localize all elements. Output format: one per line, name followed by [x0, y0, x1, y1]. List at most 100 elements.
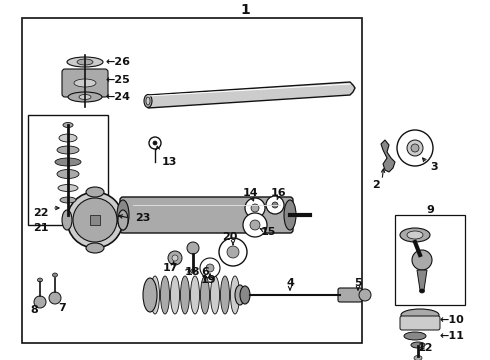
Circle shape — [359, 289, 371, 301]
Ellipse shape — [161, 276, 170, 314]
Circle shape — [67, 192, 123, 248]
Ellipse shape — [143, 278, 157, 312]
Circle shape — [250, 220, 260, 230]
FancyBboxPatch shape — [338, 288, 362, 302]
Polygon shape — [381, 140, 395, 172]
Ellipse shape — [150, 276, 160, 314]
Ellipse shape — [60, 197, 76, 203]
Ellipse shape — [211, 276, 220, 314]
Text: 1: 1 — [240, 3, 250, 17]
Circle shape — [266, 196, 284, 214]
Ellipse shape — [419, 289, 424, 293]
Ellipse shape — [144, 95, 152, 108]
Ellipse shape — [284, 200, 296, 230]
Ellipse shape — [180, 276, 190, 314]
Ellipse shape — [235, 285, 245, 305]
Circle shape — [397, 130, 433, 166]
Circle shape — [200, 258, 220, 278]
Ellipse shape — [58, 185, 78, 192]
Circle shape — [187, 242, 199, 254]
Ellipse shape — [57, 170, 79, 179]
Text: 22: 22 — [33, 208, 49, 218]
Bar — [395, 215, 465, 305]
Circle shape — [227, 246, 239, 258]
Text: ←24: ←24 — [105, 92, 130, 102]
Text: 8: 8 — [30, 305, 38, 315]
Ellipse shape — [400, 228, 430, 242]
FancyBboxPatch shape — [62, 69, 108, 97]
Circle shape — [411, 144, 419, 152]
Ellipse shape — [86, 187, 104, 197]
Circle shape — [245, 198, 265, 218]
Ellipse shape — [171, 276, 179, 314]
Text: 7: 7 — [58, 303, 66, 313]
Ellipse shape — [117, 200, 129, 230]
Ellipse shape — [86, 243, 104, 253]
Circle shape — [73, 198, 117, 242]
Ellipse shape — [404, 332, 426, 340]
Text: 14: 14 — [242, 188, 258, 198]
Text: ←26: ←26 — [105, 57, 130, 67]
Bar — [28, 115, 108, 225]
Circle shape — [219, 238, 247, 266]
Ellipse shape — [74, 79, 96, 87]
Text: 3: 3 — [430, 162, 438, 172]
Text: 9: 9 — [426, 205, 434, 215]
Text: 20: 20 — [222, 232, 238, 242]
Circle shape — [49, 292, 61, 304]
Text: 16: 16 — [270, 188, 286, 198]
FancyBboxPatch shape — [120, 197, 293, 233]
Circle shape — [251, 204, 259, 212]
Text: 23: 23 — [135, 213, 150, 223]
Ellipse shape — [67, 57, 103, 67]
Ellipse shape — [63, 122, 73, 127]
Ellipse shape — [411, 342, 425, 348]
Text: 6: 6 — [201, 267, 209, 277]
Ellipse shape — [59, 134, 77, 142]
Text: ←10: ←10 — [440, 315, 465, 325]
Circle shape — [153, 141, 157, 145]
Ellipse shape — [55, 158, 81, 166]
Text: 13: 13 — [162, 157, 177, 167]
Circle shape — [168, 251, 182, 265]
Text: 19: 19 — [200, 275, 216, 285]
FancyBboxPatch shape — [400, 316, 440, 330]
Ellipse shape — [401, 309, 439, 321]
Text: 18: 18 — [185, 267, 200, 277]
Text: ←25: ←25 — [105, 75, 130, 85]
Text: 15: 15 — [261, 227, 276, 237]
Ellipse shape — [191, 276, 199, 314]
Ellipse shape — [146, 97, 150, 105]
Circle shape — [149, 137, 161, 149]
Polygon shape — [148, 82, 355, 108]
Text: 5: 5 — [354, 278, 362, 288]
Ellipse shape — [200, 276, 210, 314]
Circle shape — [272, 202, 278, 208]
Polygon shape — [417, 270, 427, 290]
Ellipse shape — [68, 92, 102, 102]
Text: 21: 21 — [33, 223, 49, 233]
Text: 17: 17 — [163, 263, 178, 273]
Circle shape — [172, 255, 178, 261]
Ellipse shape — [77, 59, 93, 65]
Ellipse shape — [240, 286, 250, 304]
Text: 12: 12 — [418, 343, 434, 353]
Ellipse shape — [220, 276, 229, 314]
Bar — [22, 18, 362, 343]
Ellipse shape — [407, 231, 423, 239]
Circle shape — [412, 250, 432, 270]
Ellipse shape — [414, 356, 422, 360]
Ellipse shape — [79, 95, 91, 99]
Circle shape — [34, 296, 46, 308]
Ellipse shape — [38, 278, 43, 282]
Bar — [90, 215, 100, 225]
Ellipse shape — [57, 146, 79, 154]
Text: ←11: ←11 — [440, 331, 465, 341]
Circle shape — [243, 213, 267, 237]
Text: 2: 2 — [372, 180, 380, 190]
Ellipse shape — [62, 210, 72, 230]
Circle shape — [407, 140, 423, 156]
Ellipse shape — [191, 269, 196, 273]
Ellipse shape — [230, 276, 240, 314]
Ellipse shape — [52, 273, 57, 277]
